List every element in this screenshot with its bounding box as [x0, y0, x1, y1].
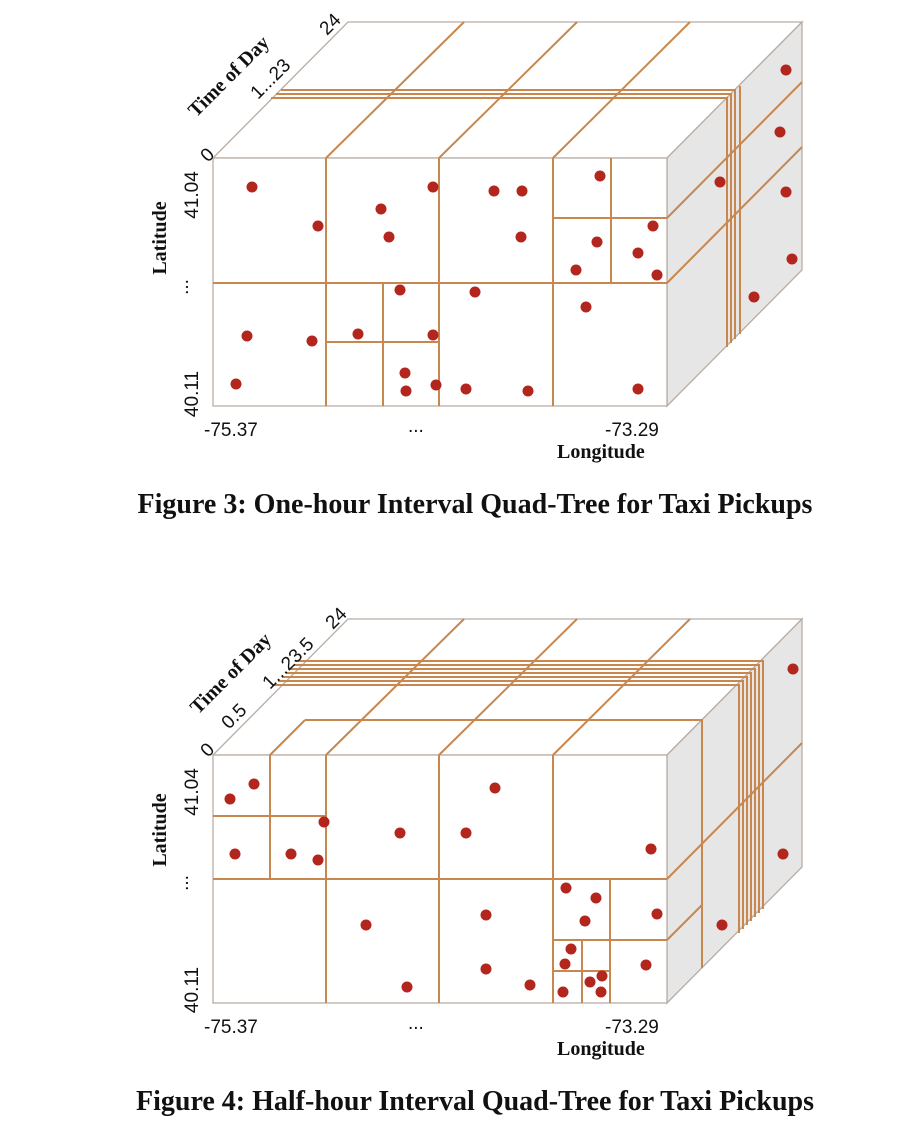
data-point [318, 816, 330, 828]
data-point [312, 220, 324, 232]
data-point [352, 328, 364, 340]
latitude-top-label: 41.04 [182, 171, 203, 219]
data-point [651, 908, 663, 920]
data-point [427, 181, 439, 193]
data-point [400, 385, 412, 397]
figure-3: 0 1...23 24 Time of Day Latitude 41.04 .… [138, 9, 813, 520]
figure-4-partition-lines [213, 618, 803, 1003]
data-point [383, 231, 395, 243]
data-point [557, 986, 569, 998]
data-point [590, 892, 602, 904]
data-point [394, 284, 406, 296]
data-point [489, 782, 501, 794]
data-point [780, 64, 792, 76]
longitude-left-label: -75.37 [204, 1017, 258, 1038]
data-point [580, 301, 592, 313]
data-point [488, 185, 500, 197]
data-point [595, 986, 607, 998]
longitude-left-label: -75.37 [204, 420, 258, 441]
longitude-axis-title: Longitude [557, 1038, 645, 1060]
data-point [774, 126, 786, 138]
data-point [632, 247, 644, 259]
longitude-mid-label: ... [408, 1013, 424, 1034]
data-point [427, 329, 439, 341]
data-point [651, 269, 663, 281]
data-point [401, 981, 413, 993]
data-point [248, 778, 260, 790]
data-point [241, 330, 253, 342]
data-point [480, 963, 492, 975]
data-point [229, 848, 241, 860]
data-point [565, 943, 577, 955]
data-point [591, 236, 603, 248]
data-point [647, 220, 659, 232]
data-point [312, 854, 324, 866]
data-point [714, 176, 726, 188]
latitude-axis-title: Latitude [149, 793, 171, 866]
data-point [224, 793, 236, 805]
data-point [645, 843, 657, 855]
data-point [570, 264, 582, 276]
data-point [780, 186, 792, 198]
data-point [460, 827, 472, 839]
data-point [460, 383, 472, 395]
longitude-right-label: -73.29 [605, 1017, 659, 1038]
latitude-bottom-label: 40.11 [182, 967, 203, 1013]
figure-3-partition-lines [213, 21, 803, 406]
data-point [584, 976, 596, 988]
data-point [748, 291, 760, 303]
figure-3-caption: Figure 3: One-hour Interval Quad-Tree fo… [138, 489, 813, 520]
figure-3-cube [211, 20, 804, 408]
data-point [480, 909, 492, 921]
latitude-axis-title: Latitude [149, 201, 171, 274]
data-point [522, 385, 534, 397]
data-point [516, 185, 528, 197]
data-point [246, 181, 258, 193]
data-point [230, 378, 242, 390]
data-point [399, 367, 411, 379]
data-point [594, 170, 606, 182]
data-point [640, 959, 652, 971]
latitude-mid-label: ... [172, 875, 193, 891]
data-point [285, 848, 297, 860]
data-point [632, 383, 644, 395]
data-point [394, 827, 406, 839]
figure-4-caption: Figure 4: Half-hour Interval Quad-Tree f… [136, 1086, 814, 1117]
latitude-mid-label: ... [172, 279, 193, 295]
data-point [579, 915, 591, 927]
data-point [559, 958, 571, 970]
data-point [360, 919, 372, 931]
data-point [430, 379, 442, 391]
data-point [469, 286, 481, 298]
data-point [786, 253, 798, 265]
figure-4: 0 0.5 1...23.5 24 Time of Day Latitude 4… [136, 603, 814, 1117]
latitude-bottom-label: 40.11 [182, 371, 203, 417]
data-point [596, 970, 608, 982]
longitude-axis-title: Longitude [557, 441, 645, 463]
longitude-right-label: -73.29 [605, 420, 659, 441]
figure-4-points [224, 663, 799, 998]
data-point [515, 231, 527, 243]
data-point [787, 663, 799, 675]
figure-3-points [230, 64, 798, 397]
longitude-mid-label: ... [408, 416, 424, 437]
data-point [777, 848, 789, 860]
data-point [306, 335, 318, 347]
data-point [560, 882, 572, 894]
data-point [375, 203, 387, 215]
data-point [716, 919, 728, 931]
data-point [524, 979, 536, 991]
latitude-top-label: 41.04 [182, 768, 203, 816]
